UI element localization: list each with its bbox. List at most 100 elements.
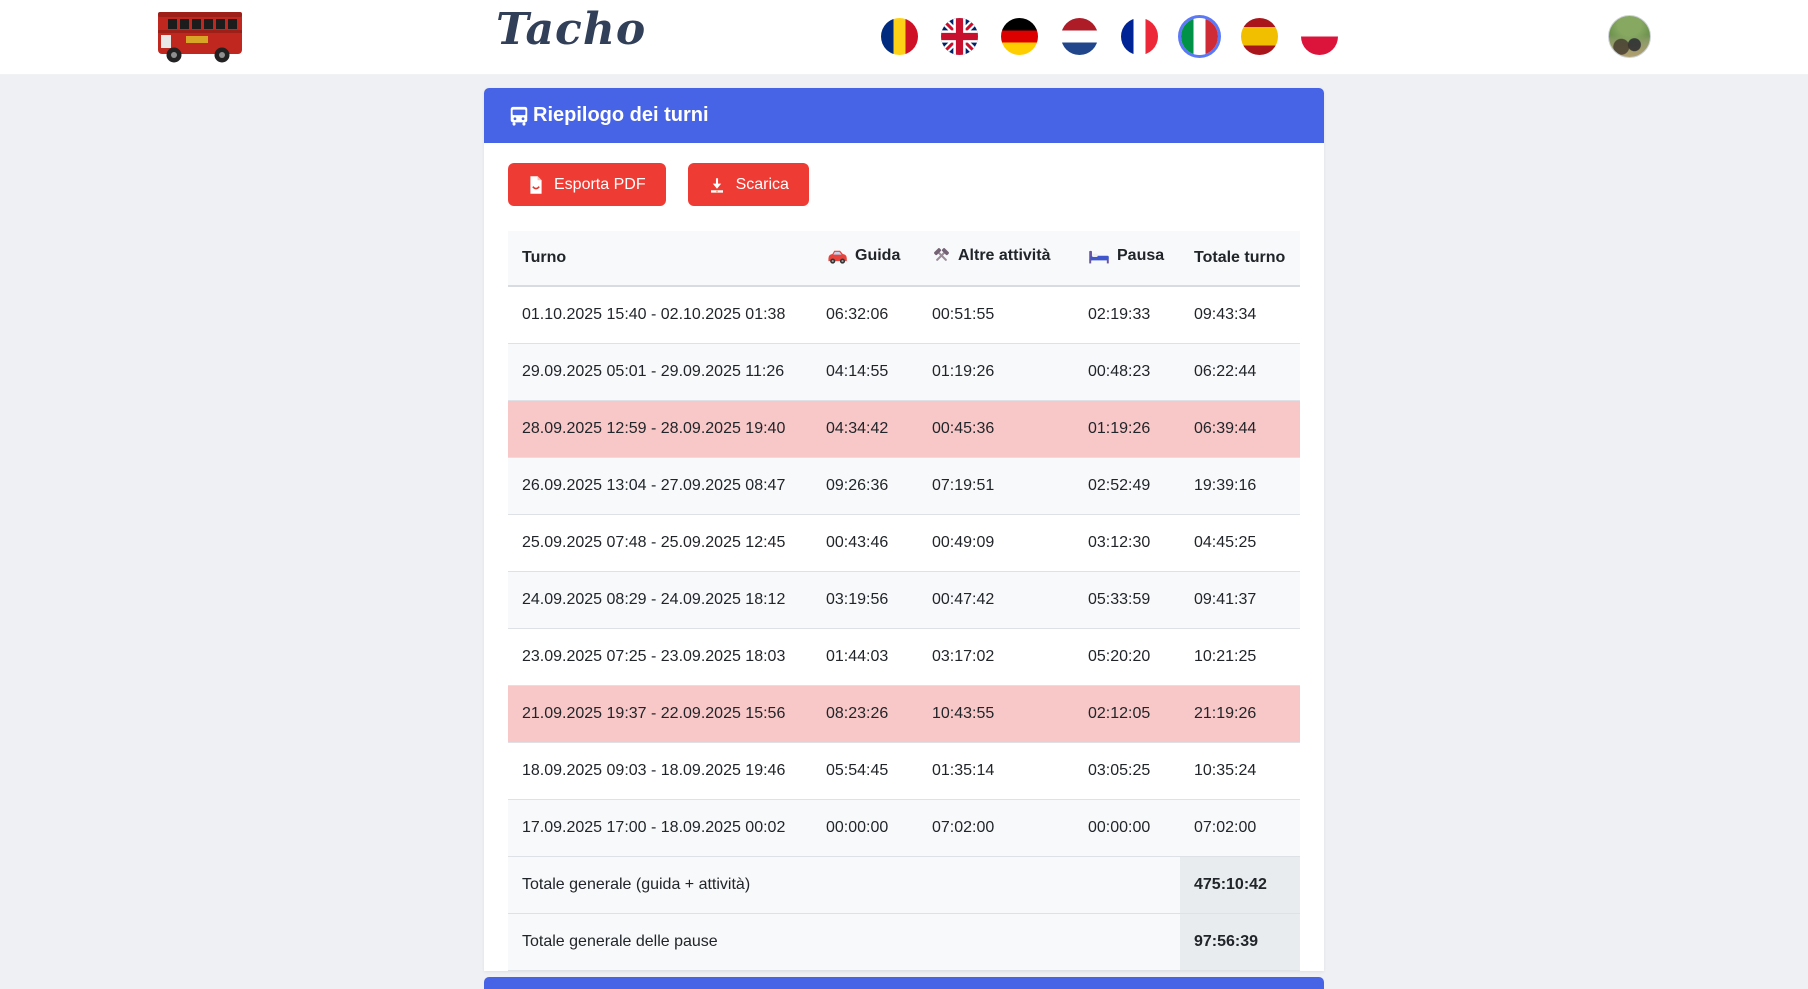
shift-period-cell: 26.09.2025 13:04 - 27.09.2025 08:47	[508, 456, 812, 514]
tools-icon	[932, 246, 951, 270]
shift-period-cell: 24.09.2025 08:29 - 24.09.2025 18:12	[508, 570, 812, 628]
shift-summary-card: Riepilogo dei turni Esporta PDF Scarica	[484, 88, 1324, 971]
totale-turno-cell: 19:39:16	[1180, 456, 1300, 514]
totale-turno-cell: 10:21:25	[1180, 627, 1300, 685]
download-icon	[710, 177, 723, 193]
totale-turno-cell: 06:39:44	[1180, 399, 1300, 457]
totale-turno-cell: 09:41:37	[1180, 570, 1300, 628]
altre-attivita-cell: 00:51:55	[918, 285, 1074, 343]
table-row: 28.09.2025 12:59 - 28.09.2025 19:40 04:3…	[508, 399, 1300, 457]
table-row: 23.09.2025 07:25 - 23.09.2025 18:03 01:4…	[508, 627, 1300, 685]
shift-period-cell: 18.09.2025 09:03 - 18.09.2025 19:46	[508, 741, 812, 799]
shift-period-cell: 23.09.2025 07:25 - 23.09.2025 18:03	[508, 627, 812, 685]
pausa-cell: 02:19:33	[1074, 285, 1180, 343]
flag-pl[interactable]	[1301, 18, 1338, 55]
table-row: 17.09.2025 17:00 - 18.09.2025 00:02 00:0…	[508, 798, 1300, 856]
pausa-cell: 02:52:49	[1074, 456, 1180, 514]
altre-attivita-cell: 00:45:36	[918, 399, 1074, 457]
table-row: 18.09.2025 09:03 - 18.09.2025 19:46 05:5…	[508, 741, 1300, 799]
totale-turno-cell: 07:02:00	[1180, 798, 1300, 856]
toolbar: Esporta PDF Scarica	[508, 163, 1300, 206]
shift-period-cell: 21.09.2025 19:37 - 22.09.2025 15:56	[508, 684, 812, 742]
card-body: Esporta PDF Scarica Turno	[484, 143, 1324, 971]
guida-cell: 05:54:45	[812, 741, 918, 799]
pausa-cell: 02:12:05	[1074, 684, 1180, 742]
guida-cell: 06:32:06	[812, 285, 918, 343]
table-row: 25.09.2025 07:48 - 25.09.2025 12:45 00:4…	[508, 513, 1300, 571]
shift-period-cell: 01.10.2025 15:40 - 02.10.2025 01:38	[508, 285, 812, 343]
totale-turno-cell: 06:22:44	[1180, 342, 1300, 400]
guida-cell: 04:14:55	[812, 342, 918, 400]
col-altre-attivita: Altre attività	[918, 231, 1074, 287]
flag-gb[interactable]	[941, 18, 978, 55]
guida-cell: 00:00:00	[812, 798, 918, 856]
altre-attivita-cell: 00:47:42	[918, 570, 1074, 628]
altre-attivita-cell: 00:49:09	[918, 513, 1074, 571]
altre-attivita-cell: 10:43:55	[918, 684, 1074, 742]
flag-ro[interactable]	[881, 18, 918, 55]
flag-es[interactable]	[1241, 18, 1278, 55]
download-button[interactable]: Scarica	[687, 163, 809, 206]
col-totale-turno: Totale turno	[1180, 231, 1300, 287]
pausa-cell: 03:12:30	[1074, 513, 1180, 571]
total-value: 97:56:39	[1180, 912, 1300, 971]
shift-table-body: 01.10.2025 15:40 - 02.10.2025 01:38 06:3…	[508, 285, 1300, 856]
app-header: Tacho	[0, 0, 1808, 75]
col-turno: Turno	[508, 231, 812, 287]
shifts-table: Turno Guida	[508, 231, 1300, 971]
pausa-cell: 05:33:59	[1074, 570, 1180, 628]
total-driving-row: Totale generale (guida + attività) 475:1…	[508, 855, 1300, 913]
table-row: 01.10.2025 15:40 - 02.10.2025 01:38 06:3…	[508, 285, 1300, 343]
pdf-file-icon	[530, 175, 542, 194]
card-header: Riepilogo dei turni	[484, 88, 1324, 143]
table-row: 26.09.2025 13:04 - 27.09.2025 08:47 09:2…	[508, 456, 1300, 514]
export-pdf-button[interactable]: Esporta PDF	[508, 163, 666, 206]
pausa-cell: 05:20:20	[1074, 627, 1180, 685]
pausa-cell: 00:00:00	[1074, 798, 1180, 856]
totale-turno-cell: 10:35:24	[1180, 741, 1300, 799]
guida-cell: 09:26:36	[812, 456, 918, 514]
total-value: 475:10:42	[1180, 855, 1300, 913]
guida-cell: 00:43:46	[812, 513, 918, 571]
flag-de[interactable]	[1001, 18, 1038, 55]
user-avatar[interactable]	[1608, 15, 1651, 58]
guida-cell: 08:23:26	[812, 684, 918, 742]
brand-title[interactable]: Tacho	[496, 4, 647, 55]
table-row: 21.09.2025 19:37 - 22.09.2025 15:56 08:2…	[508, 684, 1300, 742]
flag-it[interactable]	[1181, 18, 1218, 55]
altre-attivita-cell: 07:02:00	[918, 798, 1074, 856]
total-label: Totale generale (guida + attività)	[508, 855, 1180, 913]
guida-cell: 01:44:03	[812, 627, 918, 685]
total-label: Totale generale delle pause	[508, 912, 1180, 971]
altre-attivita-cell: 07:19:51	[918, 456, 1074, 514]
altre-attivita-cell: 01:19:26	[918, 342, 1074, 400]
bed-icon	[1088, 249, 1110, 270]
flag-nl[interactable]	[1061, 18, 1098, 55]
flag-fr[interactable]	[1121, 18, 1158, 55]
table-header-row: Turno Guida	[508, 231, 1300, 287]
language-switcher	[881, 18, 1338, 55]
guida-cell: 04:34:42	[812, 399, 918, 457]
shift-period-cell: 17.09.2025 17:00 - 18.09.2025 00:02	[508, 798, 812, 856]
altre-attivita-cell: 03:17:02	[918, 627, 1074, 685]
totale-turno-cell: 21:19:26	[1180, 684, 1300, 742]
col-pausa: Pausa	[1074, 231, 1180, 287]
pausa-cell: 01:19:26	[1074, 399, 1180, 457]
col-guida: Guida	[812, 231, 918, 287]
table-row: 24.09.2025 08:29 - 24.09.2025 18:12 03:1…	[508, 570, 1300, 628]
bus-logo[interactable]	[152, 8, 248, 66]
table-row: 29.09.2025 05:01 - 29.09.2025 11:26 04:1…	[508, 342, 1300, 400]
shift-period-cell: 29.09.2025 05:01 - 29.09.2025 11:26	[508, 342, 812, 400]
card-title: Riepilogo dei turni	[533, 104, 709, 126]
bus-icon	[510, 106, 528, 126]
pausa-cell: 03:05:25	[1074, 741, 1180, 799]
guida-cell: 03:19:56	[812, 570, 918, 628]
shift-period-cell: 28.09.2025 12:59 - 28.09.2025 19:40	[508, 399, 812, 457]
altre-attivita-cell: 01:35:14	[918, 741, 1074, 799]
car-icon	[826, 248, 848, 270]
pausa-cell: 00:48:23	[1074, 342, 1180, 400]
total-pause-row: Totale generale delle pause 97:56:39	[508, 912, 1300, 971]
totale-turno-cell: 09:43:34	[1180, 285, 1300, 343]
totale-turno-cell: 04:45:25	[1180, 513, 1300, 571]
shift-period-cell: 25.09.2025 07:48 - 25.09.2025 12:45	[508, 513, 812, 571]
